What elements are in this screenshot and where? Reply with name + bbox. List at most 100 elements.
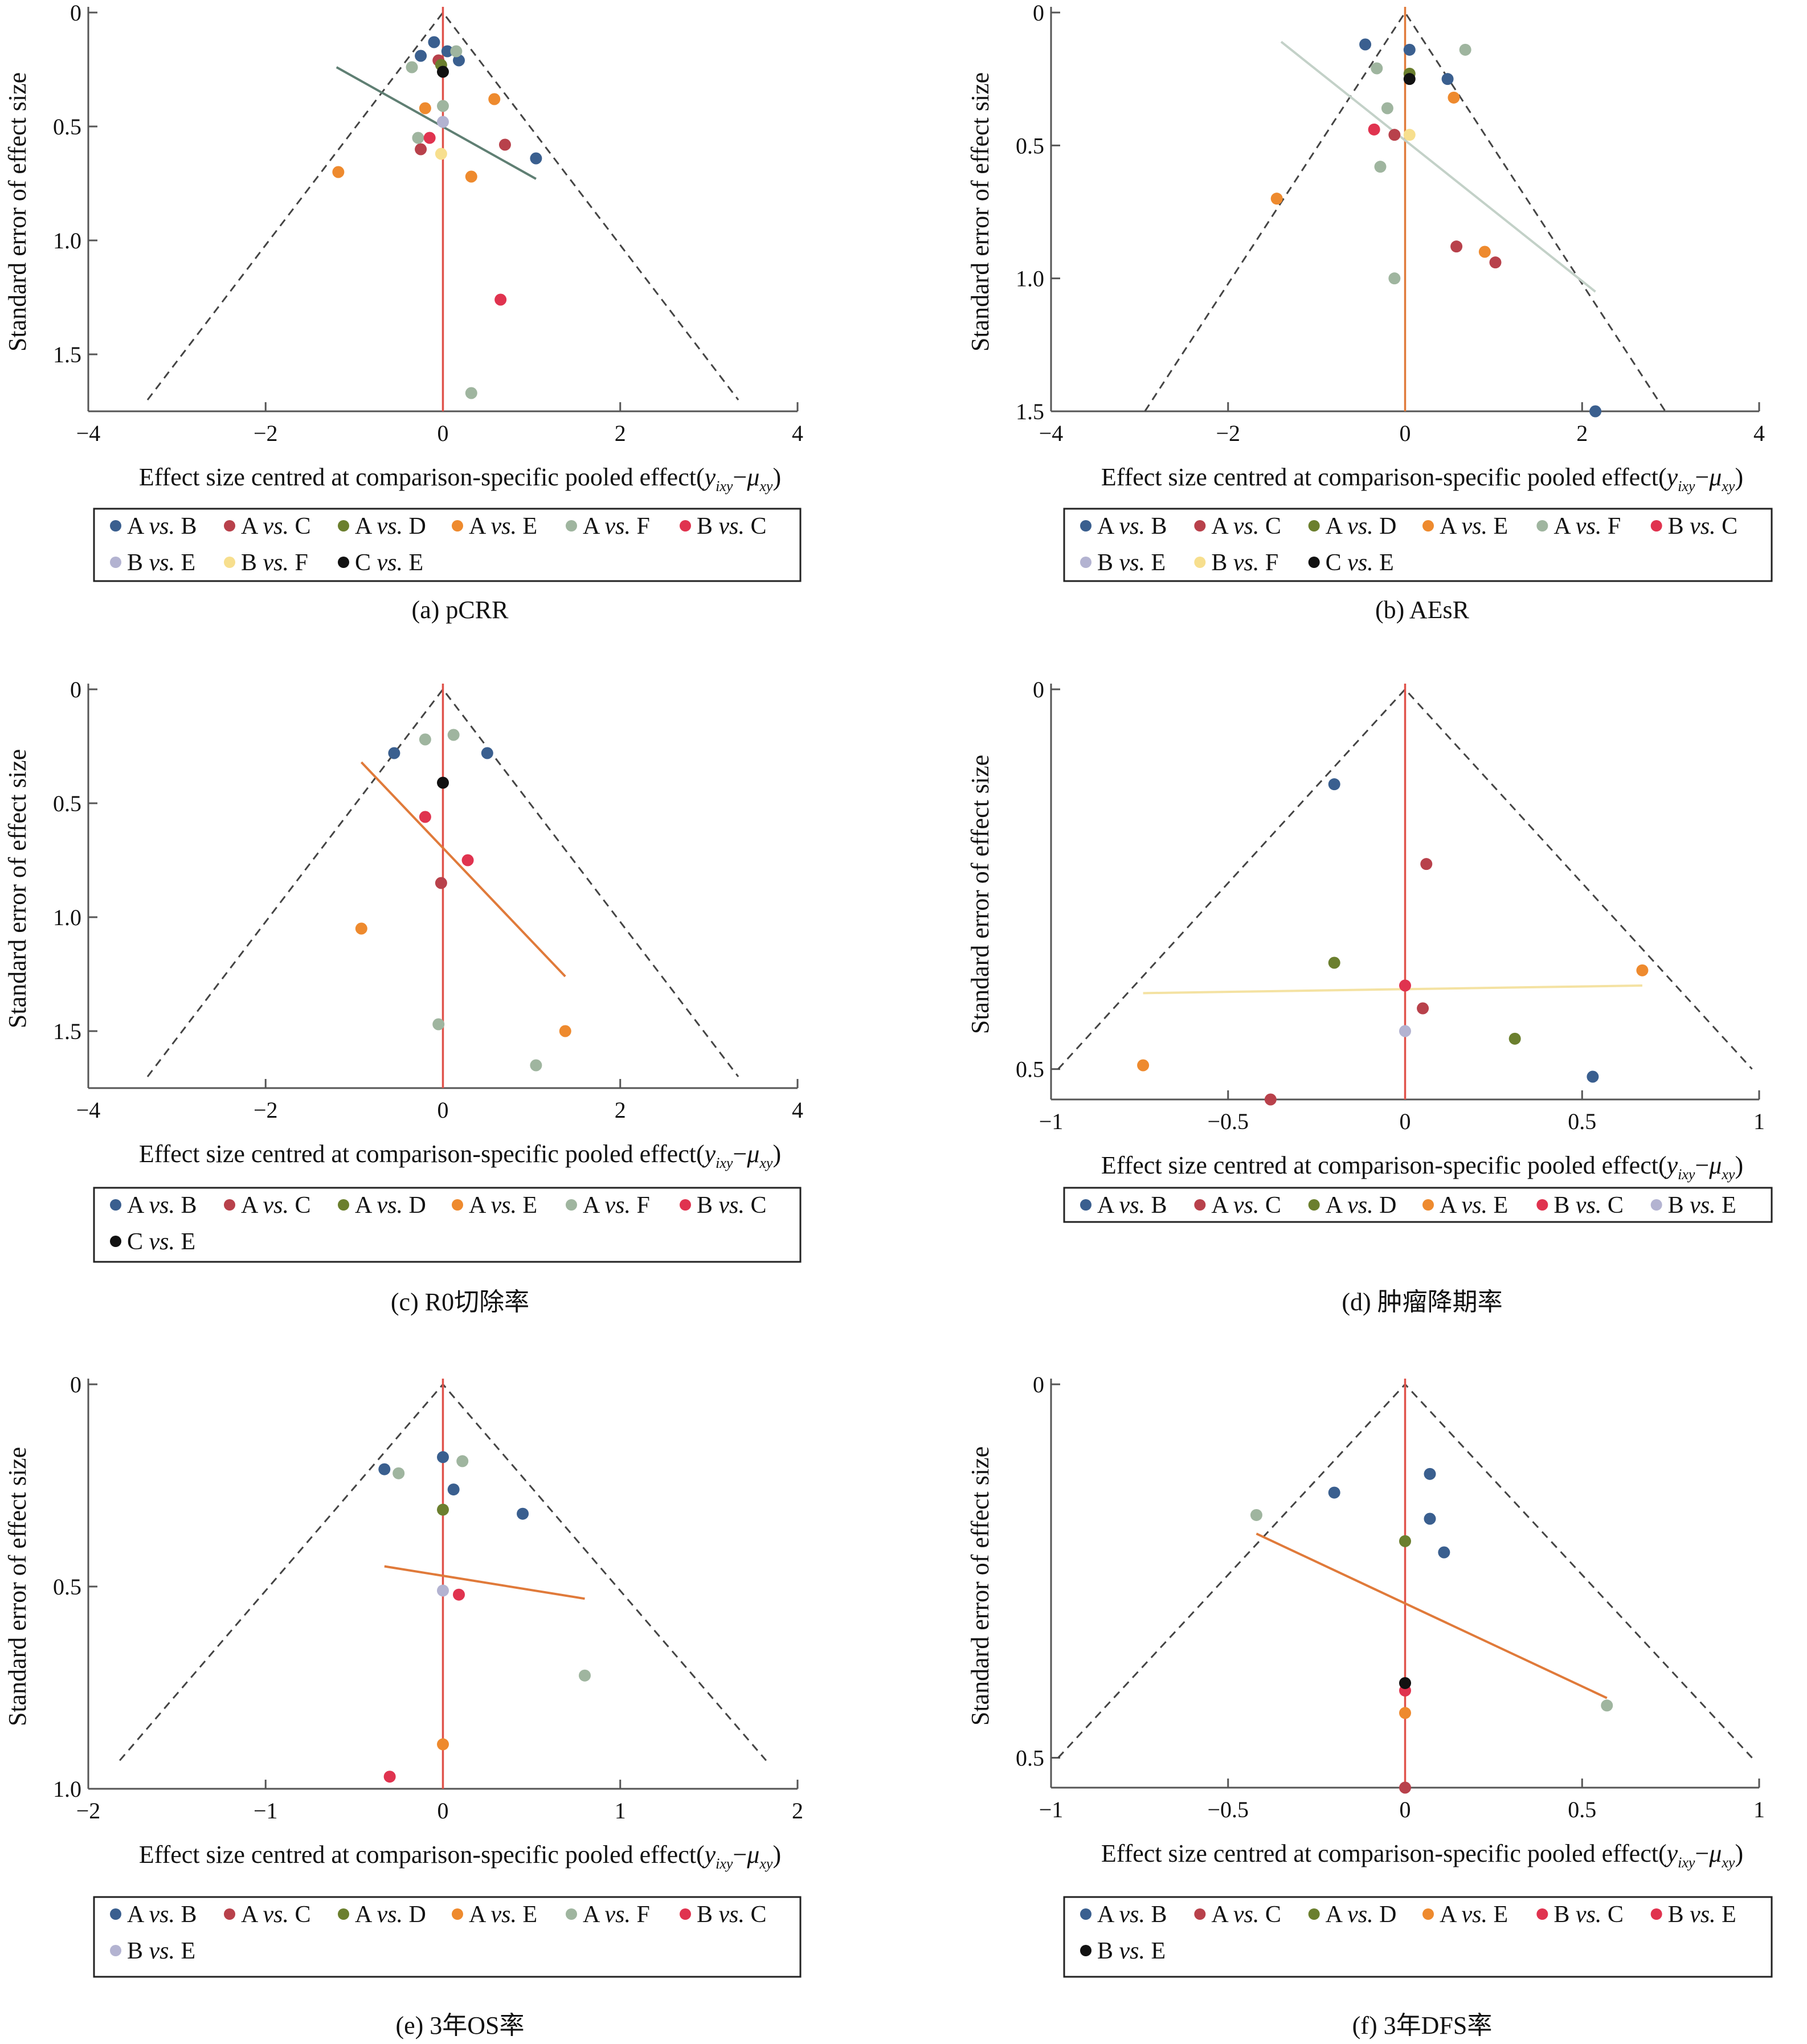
adjusted-fit-line [384, 1565, 585, 1600]
legend-label: B vs. C [1553, 1192, 1624, 1219]
y-tick-label: 0.5 [1016, 1745, 1044, 1771]
legend-label: A vs. D [355, 513, 426, 539]
legend-marker [110, 1945, 121, 1956]
data-point [530, 1059, 542, 1072]
legend-marker [338, 1199, 349, 1211]
legend-label: B vs. E [1668, 1192, 1736, 1219]
panel-2: −4 −2 0 2 4 0 0.5 1.0 1.5 Effect size centred at … [966, 0, 1773, 624]
legend-marker [1536, 1199, 1548, 1211]
data-point [1399, 1677, 1411, 1689]
data-point [355, 922, 367, 935]
data-point [388, 747, 400, 759]
legend-label: B vs. E [127, 550, 195, 576]
data-point [465, 387, 477, 399]
legend-marker [1422, 1199, 1434, 1211]
data-point [1420, 858, 1433, 870]
data-point [1399, 1781, 1411, 1794]
data-point [1417, 1002, 1429, 1015]
legend-label: A vs. C [241, 513, 311, 539]
data-point [1328, 1486, 1340, 1499]
data-point [1374, 161, 1387, 173]
panel-5: −2 −1 0 1 2 0 0.5 1.0 Effect size centred at com… [3, 1372, 803, 2039]
x-tick-label: −4 [1039, 420, 1064, 446]
data-point [530, 152, 542, 165]
y-tick-label: 0 [1033, 0, 1044, 26]
y-tick-label: 0 [70, 1372, 81, 1397]
legend-marker [110, 520, 121, 532]
x-tick-label: −2 [254, 1097, 278, 1123]
data-point [465, 170, 477, 183]
y-axis-label: Standard error of effect size [966, 755, 994, 1034]
legend-label: A vs. E [1440, 1902, 1508, 1928]
legend-marker [566, 520, 577, 532]
data-point [1403, 43, 1416, 56]
legend-marker [224, 557, 235, 568]
legend-label: A vs. B [127, 513, 197, 539]
legend-label: A vs. D [1326, 1192, 1397, 1219]
legend-label: A vs. F [583, 1192, 650, 1219]
x-tick-label: 0 [1400, 1797, 1411, 1822]
legend-marker [1194, 1908, 1206, 1920]
data-point [1448, 91, 1460, 104]
data-point [1368, 123, 1380, 136]
data-point [1388, 272, 1401, 285]
legend-box [1063, 1187, 1773, 1223]
data-point [1589, 405, 1602, 418]
legend-label: C vs. E [127, 1229, 195, 1255]
data-point [1388, 129, 1401, 141]
legend-label: A vs. D [355, 1902, 426, 1928]
legend-marker [110, 1908, 121, 1920]
data-point [494, 293, 507, 306]
data-point [1636, 964, 1649, 976]
y-axis-label: Standard error of effect size [3, 1447, 31, 1726]
legend-marker [1536, 1908, 1548, 1920]
data-point [437, 100, 449, 112]
legend-label: A vs. E [1440, 1192, 1508, 1219]
data-point [1587, 1070, 1599, 1083]
y-tick-label: 0.5 [53, 791, 81, 816]
legend-marker [452, 1908, 463, 1920]
data-point [1459, 43, 1471, 56]
data-point [419, 811, 431, 823]
legend: A vs. B A vs. C A vs. D A vs. E B vs. C B vs.… [1063, 1896, 1773, 1978]
legend-label: A vs. F [583, 1902, 650, 1928]
data-point [1137, 1059, 1150, 1072]
y-tick-label: 0.5 [1016, 1057, 1044, 1082]
data-point [393, 1467, 405, 1479]
data-point [1601, 1699, 1613, 1712]
x-tick-label: 0 [1400, 420, 1411, 446]
legend-label: C vs. E [355, 550, 423, 576]
legend-marker [224, 1908, 235, 1920]
data-point [1399, 1535, 1411, 1547]
y-tick-label: 1.0 [1016, 266, 1044, 292]
data-point [559, 1025, 571, 1037]
data-point [1270, 193, 1283, 205]
x-axis-label: Effect size centred at comparison-specif… [139, 1140, 781, 1171]
data-point [1328, 956, 1340, 969]
y-tick-label: 0 [70, 677, 81, 702]
data-point [1328, 778, 1340, 791]
x-tick-label: 4 [1753, 420, 1765, 446]
adjusted-fit-line [1256, 1532, 1608, 1699]
legend-marker [1194, 520, 1206, 532]
x-tick-label: 2 [615, 1097, 626, 1123]
legend-label: A vs. B [127, 1192, 197, 1219]
funnel-lines [1057, 688, 1753, 1070]
data-point [437, 66, 449, 78]
x-tick-label: 0 [438, 1798, 449, 1824]
legend-label: A vs. F [1553, 513, 1621, 539]
data-point [437, 776, 449, 789]
legend-marker [452, 520, 463, 532]
legend-marker [1422, 1908, 1434, 1920]
legend-label: A vs. E [1440, 513, 1508, 539]
y-tick-label: 0.5 [1016, 133, 1044, 158]
legend-label: B vs. C [697, 1902, 767, 1928]
data-point [461, 854, 474, 866]
legend-marker [680, 520, 691, 532]
x-tick-label: 0 [438, 1097, 449, 1123]
data-point [1381, 102, 1393, 115]
legend-marker [566, 1199, 577, 1211]
legend-marker [1422, 520, 1434, 532]
legend-label: B vs. C [1668, 513, 1738, 539]
